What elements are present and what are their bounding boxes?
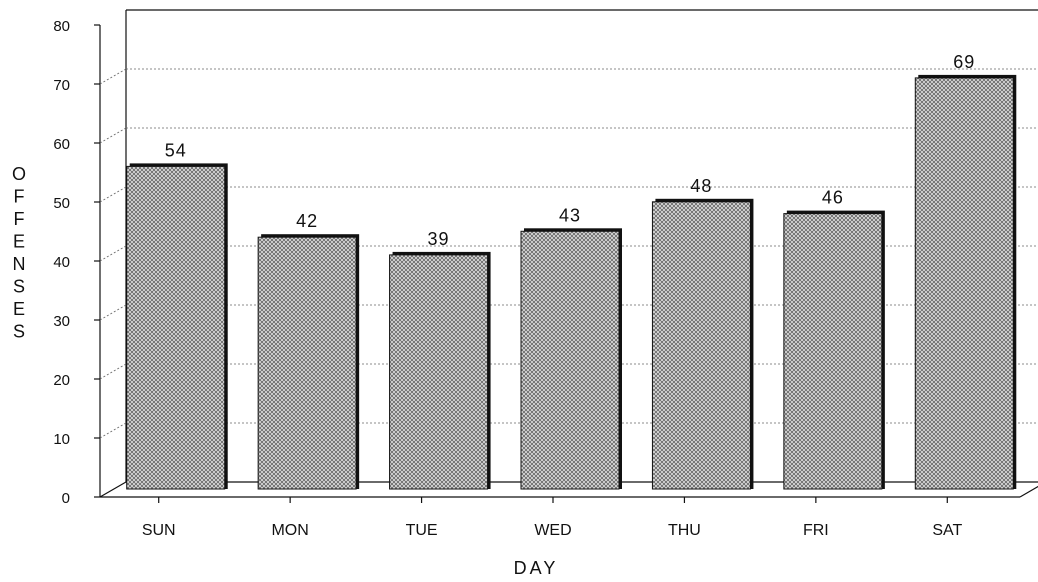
- gridline-side: [99, 422, 127, 439]
- y-tick-label: 20: [53, 372, 70, 389]
- y-tick-label: 80: [53, 18, 70, 35]
- bar-fri: [783, 213, 883, 490]
- y-tick-label: 50: [53, 195, 70, 212]
- x-tick-label: SUN: [142, 522, 176, 539]
- x-tick-label: FRI: [803, 522, 829, 539]
- gridline-side: [99, 363, 127, 380]
- x-tick-label: WED: [534, 522, 571, 539]
- x-tick-label: THU: [668, 522, 701, 539]
- gridline-side: [99, 186, 127, 203]
- gridline-side: [99, 68, 127, 85]
- y-tick-label: 10: [53, 431, 70, 448]
- x-axis-ticks: SUN MON TUE WED THU FRI SAT: [142, 497, 962, 539]
- bar-value-label: 54: [165, 140, 187, 160]
- bar-mon: [257, 236, 357, 490]
- x-tick-label: SAT: [932, 522, 962, 539]
- y-tick-label: 30: [53, 313, 70, 330]
- bar-value-label: 69: [953, 52, 975, 72]
- bar-value-label: 46: [822, 188, 844, 208]
- bar-tue: [389, 254, 489, 490]
- bar-value-label: 43: [559, 205, 581, 225]
- floor-left-edge: [99, 481, 127, 498]
- bar-sat: [914, 77, 1014, 490]
- x-axis-label: DAY: [514, 558, 559, 578]
- bar-wed: [520, 230, 620, 490]
- y-tick-label: 0: [62, 490, 70, 507]
- bar-value-label: 42: [296, 211, 318, 231]
- gridline-side: [99, 127, 127, 144]
- y-axis-ticks: 0 10 20 30 40 50 60 70 80: [53, 18, 100, 507]
- bar-sun: [126, 165, 226, 490]
- bar-value-label: 39: [428, 229, 450, 249]
- floor-right-edge: [1019, 485, 1038, 498]
- gridline-side: [99, 304, 127, 321]
- bar-thu: [651, 201, 751, 490]
- y-tick-label: 60: [53, 136, 70, 153]
- bars: 54 42 39 43 48 46 69: [126, 52, 1017, 490]
- gridline-side: [99, 245, 127, 262]
- x-tick-label: MON: [271, 522, 308, 539]
- y-tick-label: 40: [53, 254, 70, 271]
- y-tick-label: 70: [53, 77, 70, 94]
- x-tick-label: TUE: [406, 522, 438, 539]
- bar-value-label: 48: [690, 176, 712, 196]
